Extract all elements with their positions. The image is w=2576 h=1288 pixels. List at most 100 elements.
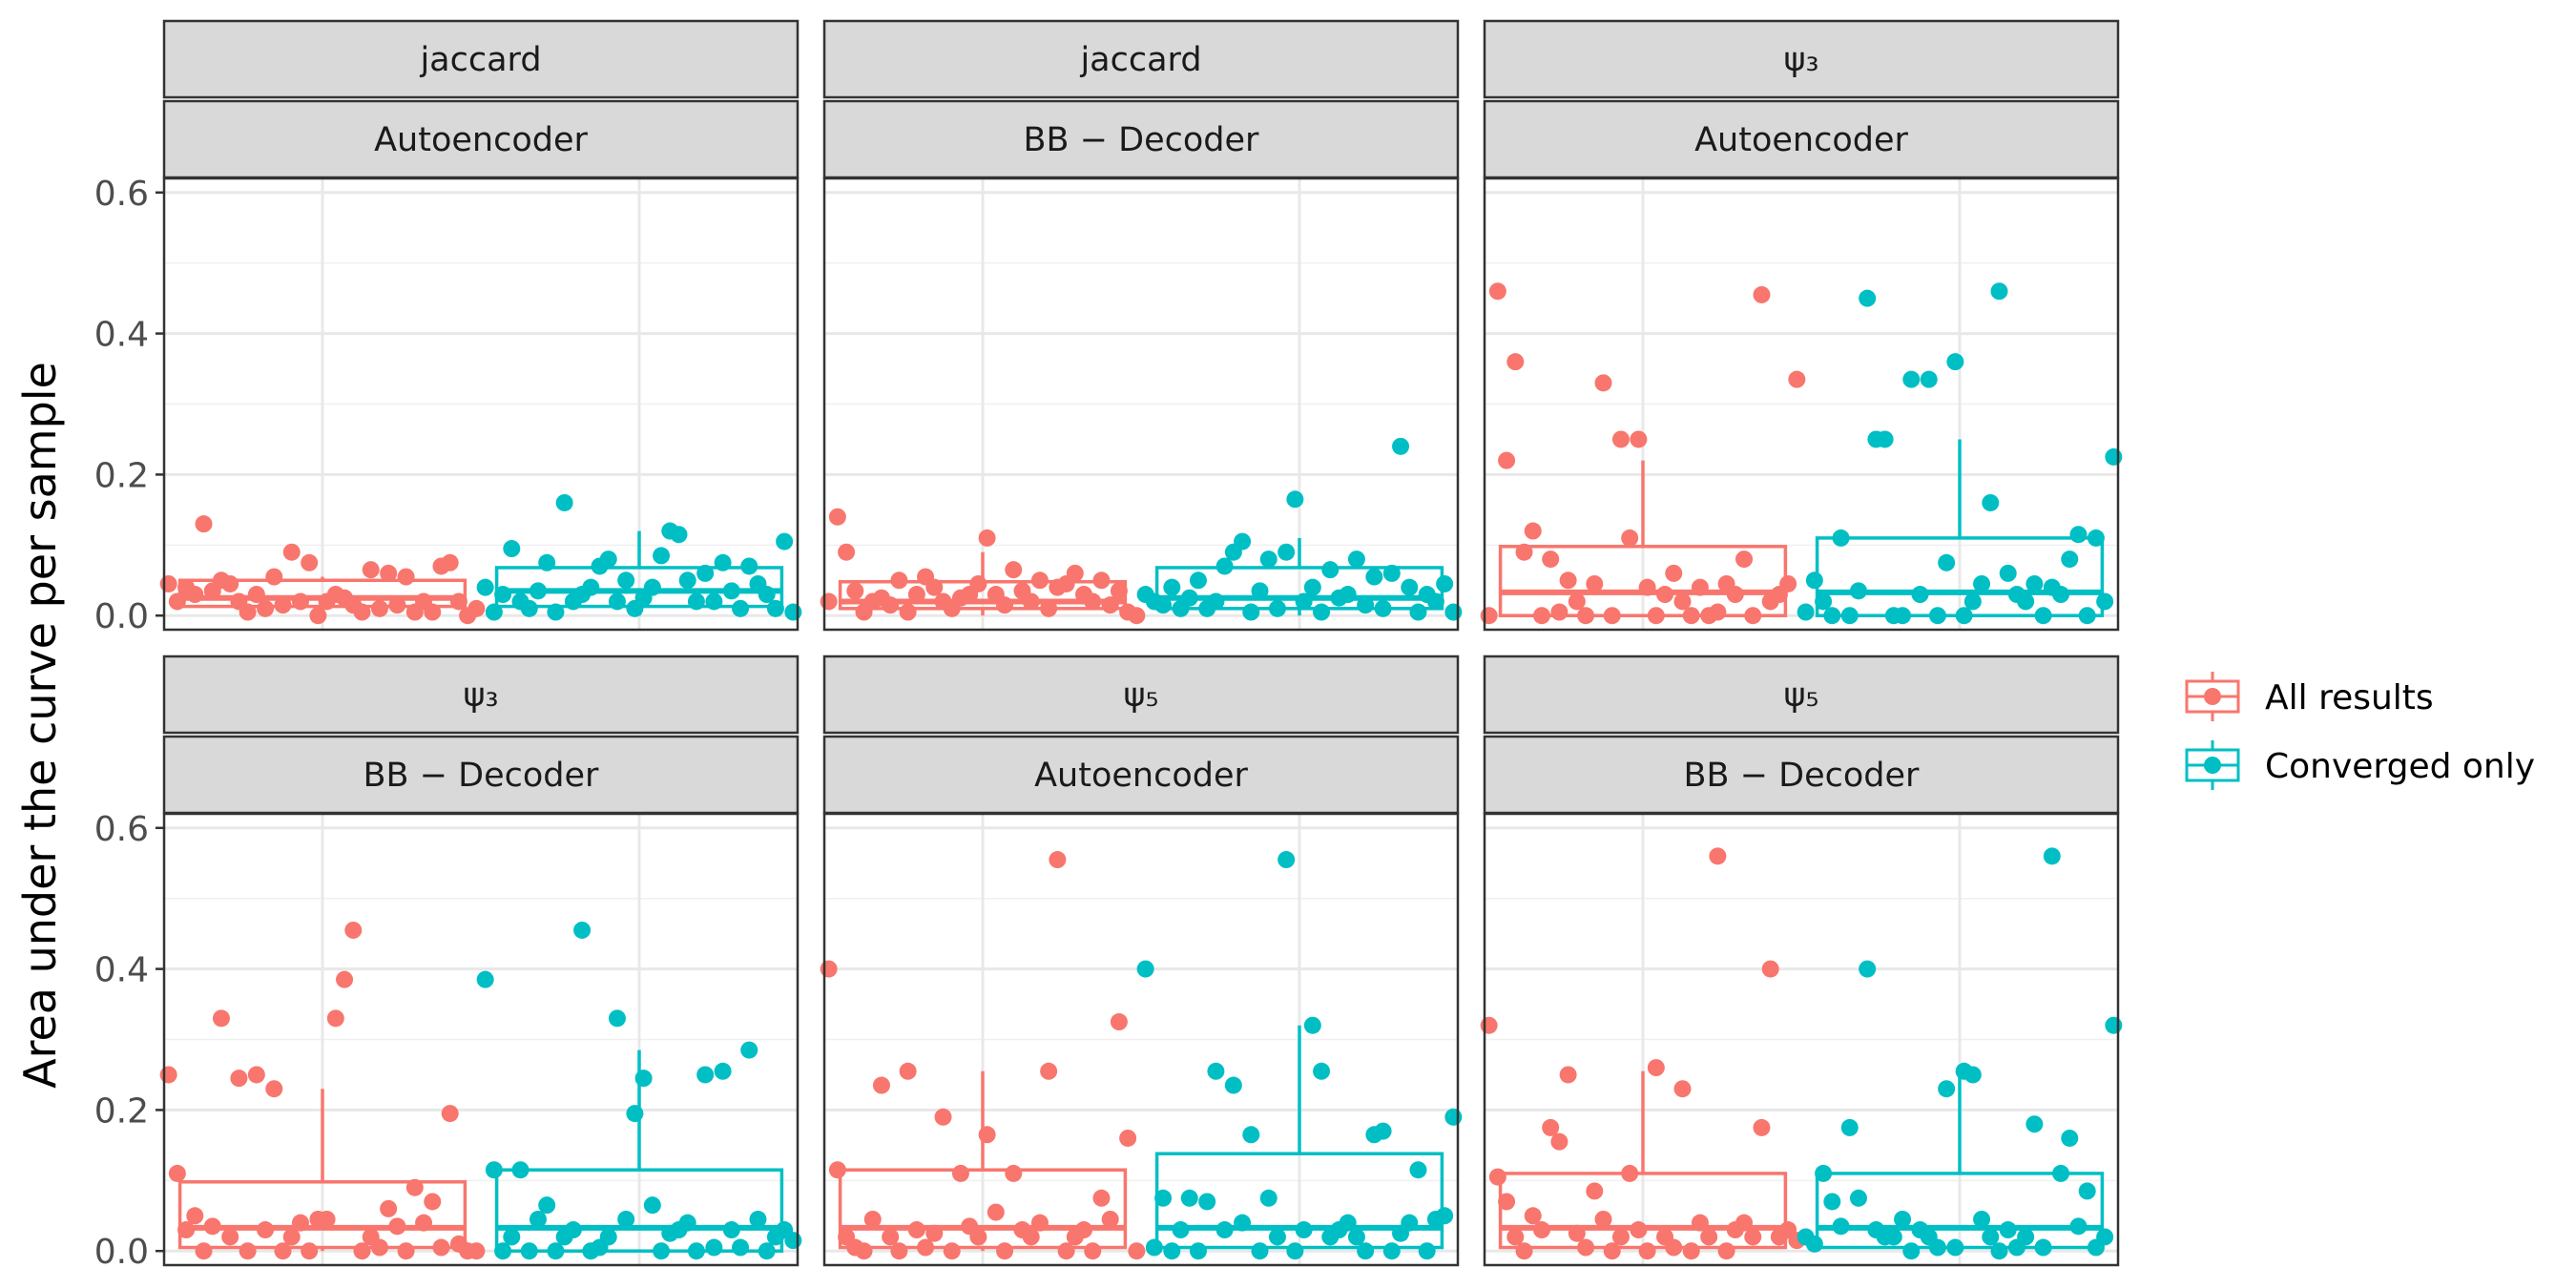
data-point: [291, 1214, 309, 1232]
data-point: [1709, 847, 1727, 865]
legend-item: Converged only: [2185, 740, 2535, 790]
data-point: [573, 921, 592, 939]
data-point: [221, 1228, 239, 1246]
data-point: [1815, 592, 1833, 611]
data-point: [2025, 1115, 2044, 1133]
data-point: [1418, 1242, 1436, 1260]
data-point: [758, 1242, 776, 1260]
data-point: [1040, 599, 1058, 617]
data-point: [1859, 960, 1877, 978]
data-point: [1242, 1126, 1260, 1144]
data-point: [1788, 370, 1806, 388]
data-point: [415, 1214, 433, 1232]
data-point: [520, 1242, 538, 1260]
box-iqr: [494, 1168, 784, 1253]
data-point: [1426, 592, 1444, 611]
data-point: [1859, 289, 1877, 307]
data-point: [1973, 1210, 1991, 1228]
box-iqr: [1815, 1172, 2105, 1250]
data-point: [2069, 1217, 2088, 1236]
data-point: [820, 960, 838, 978]
data-point: [766, 599, 784, 617]
legend: All results Converged only: [2185, 672, 2535, 790]
data-point: [828, 1161, 846, 1179]
data-point: [2096, 1228, 2114, 1246]
data-point: [353, 603, 371, 621]
data-point: [547, 603, 565, 621]
data-point: [1303, 578, 1321, 596]
data-point: [186, 586, 204, 604]
data-point: [282, 1228, 301, 1246]
data-point: [1709, 603, 1727, 621]
data-point: [405, 1178, 424, 1196]
data-point: [634, 1070, 653, 1088]
data-point: [485, 603, 503, 621]
data-point: [2034, 1238, 2052, 1257]
data-point: [1647, 1059, 1665, 1077]
data-point: [1823, 1193, 1841, 1211]
data-point: [732, 599, 750, 617]
data-point: [291, 592, 309, 611]
data-point: [1647, 607, 1665, 625]
data-point: [257, 1221, 275, 1239]
y-tick-label: 0.4: [94, 951, 149, 990]
data-point: [2025, 574, 2044, 592]
data-point: [424, 1193, 442, 1211]
data-point: [1797, 603, 1815, 621]
data-point: [1357, 1242, 1375, 1260]
data-point: [1823, 607, 1841, 625]
data-point: [1084, 1242, 1102, 1260]
y-tick-label: 0.6: [94, 810, 149, 849]
data-point: [1744, 1228, 1762, 1246]
legend-key-point: [2204, 688, 2221, 705]
data-point: [1347, 1228, 1365, 1246]
panel-border: [1483, 812, 2120, 1267]
data-point: [1234, 1214, 1252, 1232]
data-point: [476, 970, 494, 988]
data-point: [1198, 1193, 1216, 1211]
data-point: [1488, 1168, 1506, 1186]
data-point: [1550, 1132, 1568, 1151]
data-point: [1963, 1066, 1982, 1084]
data-point: [1303, 1016, 1321, 1034]
facet-strip-model: [822, 99, 1460, 179]
data-point: [441, 1105, 459, 1123]
data-point: [1524, 1207, 1542, 1225]
data-point: [2034, 607, 2052, 625]
facet-panel: ψ₅ Autoencoder: [820, 654, 1463, 1267]
facet-strip-metric-label: ψ₃: [463, 676, 498, 715]
data-point: [1532, 607, 1550, 625]
data-point: [1110, 1013, 1128, 1031]
data-point: [1946, 1238, 1964, 1257]
data-point: [1436, 1207, 1454, 1225]
series-group: [820, 851, 1146, 1260]
data-point: [1339, 586, 1357, 604]
data-point: [899, 1062, 917, 1080]
data-point: [2069, 526, 2088, 544]
data-point: [1215, 1221, 1234, 1239]
data-point: [1163, 578, 1181, 596]
data-point: [1180, 1189, 1198, 1207]
data-point: [1735, 1214, 1754, 1232]
data-point: [1224, 1076, 1242, 1094]
data-point: [1990, 282, 2008, 301]
data-point: [722, 582, 740, 600]
data-point: [1577, 1238, 1595, 1257]
data-point: [969, 574, 987, 592]
data-point: [846, 582, 864, 600]
series-group: [1136, 851, 1463, 1260]
data-point: [1259, 551, 1278, 569]
data-point: [274, 596, 292, 614]
data-point: [1030, 1214, 1049, 1232]
data-point: [1066, 564, 1084, 582]
data-point: [1119, 1129, 1137, 1147]
data-point: [1603, 607, 1621, 625]
data-point: [608, 1009, 626, 1028]
data-point: [2096, 592, 2114, 611]
data-point: [951, 1164, 969, 1182]
data-point: [740, 557, 758, 575]
data-point: [247, 1066, 265, 1084]
data-point: [538, 1196, 556, 1215]
data-point: [520, 599, 538, 617]
legend-label: Converged only: [2265, 747, 2535, 786]
